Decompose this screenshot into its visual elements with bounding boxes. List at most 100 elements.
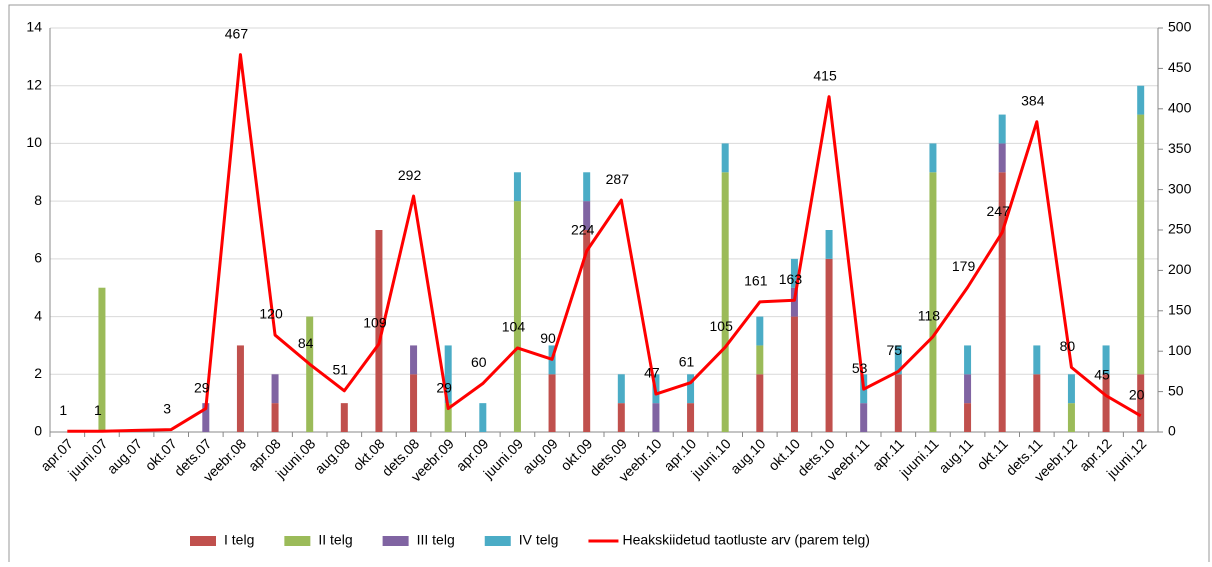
bar-segment: [964, 374, 972, 404]
y2-tick-label: 450: [1168, 59, 1192, 75]
data-label: 84: [298, 335, 314, 351]
bar-segment: [964, 403, 972, 432]
x-tick-label: aug.07: [104, 435, 146, 477]
legend-label: III telg: [417, 532, 455, 548]
bar-segment: [998, 172, 1006, 433]
legend-label: II telg: [318, 532, 352, 548]
data-label: 29: [436, 379, 452, 395]
data-label: 47: [644, 365, 660, 381]
y-tick-label: 6: [34, 250, 42, 266]
bar-segment: [756, 316, 764, 346]
y-tick-label: 8: [34, 192, 42, 208]
bar-segment: [756, 345, 764, 375]
y2-tick-label: 300: [1168, 180, 1192, 196]
bar-segment: [825, 258, 833, 432]
data-label: 51: [333, 361, 349, 377]
data-label: 247: [987, 203, 1011, 219]
legend-swatch: [382, 536, 409, 546]
y-tick-label: 12: [26, 76, 42, 92]
bar-segment: [236, 345, 244, 432]
bar-segment: [687, 403, 695, 432]
data-label: 61: [679, 353, 695, 369]
y-tick-label: 2: [34, 365, 42, 381]
x-tick-label: aug.09: [519, 435, 561, 477]
bar-segment: [687, 374, 695, 404]
data-label: 1: [94, 402, 102, 418]
bar-segment: [1033, 345, 1041, 375]
bar-segment: [444, 403, 452, 432]
data-label: 20: [1129, 387, 1145, 403]
x-tick-label: aug.08: [311, 435, 353, 477]
data-label: 384: [1021, 92, 1045, 108]
data-label: 161: [744, 273, 768, 289]
bar-segment: [998, 114, 1006, 144]
bar-segment: [964, 345, 972, 375]
bar-segment: [479, 403, 487, 432]
y2-tick-label: 50: [1168, 382, 1184, 398]
x-tick-label: aug.10: [727, 435, 769, 477]
bar-segment: [756, 374, 764, 432]
bar-segment: [617, 374, 625, 404]
bar-segment: [306, 316, 314, 432]
bar-segment: [790, 316, 798, 432]
bar-segment: [271, 403, 279, 432]
data-label: 287: [606, 171, 630, 187]
y2-tick-label: 250: [1168, 221, 1192, 237]
data-label: 29: [194, 379, 210, 395]
bar-segment: [340, 403, 348, 432]
bar-segment: [375, 230, 383, 432]
bar-segment: [202, 403, 210, 432]
data-label: 224: [571, 222, 595, 238]
y2-tick-label: 200: [1168, 261, 1192, 277]
bar-segment: [513, 201, 521, 432]
data-label: 75: [887, 342, 903, 358]
data-label: 292: [398, 167, 422, 183]
bar-segment: [583, 230, 591, 432]
bar-segment: [617, 403, 625, 432]
data-label: 53: [852, 360, 868, 376]
data-label: 105: [710, 318, 734, 334]
legend-label: IV telg: [519, 532, 559, 548]
bar-segment: [410, 345, 418, 375]
bar-segment: [410, 374, 418, 432]
y-tick-label: 10: [26, 134, 42, 150]
legend-swatch: [484, 536, 511, 546]
bar-segment: [1067, 374, 1075, 404]
y-tick-label: 14: [26, 19, 42, 35]
y-tick-label: 0: [34, 423, 42, 439]
y2-tick-label: 150: [1168, 302, 1192, 318]
bar-segment: [1067, 403, 1075, 432]
y2-tick-label: 400: [1168, 100, 1192, 116]
bar-segment: [894, 345, 902, 375]
bar-segment: [790, 287, 798, 317]
bar-segment: [1137, 85, 1145, 115]
data-label: 179: [952, 258, 976, 274]
bar-segment: [1137, 374, 1145, 432]
legend-swatch: [284, 536, 311, 546]
bar-segment: [1102, 345, 1110, 375]
bar-segment: [721, 172, 729, 433]
bar-segment: [583, 201, 591, 230]
legend-label: I telg: [224, 532, 254, 548]
data-label: 1: [59, 402, 67, 418]
bar-segment: [548, 374, 556, 432]
bar-segment: [1102, 374, 1110, 432]
legend-label: Heakskiidetud taotluste arv (parem telg): [622, 532, 869, 548]
data-label: 120: [259, 306, 283, 322]
bar-segment: [929, 172, 937, 433]
bar-segment: [1137, 114, 1145, 375]
bar-segment: [894, 374, 902, 432]
y-tick-label: 4: [34, 307, 42, 323]
bar-segment: [825, 230, 833, 259]
chart-border: [8, 4, 1210, 566]
data-label: 60: [471, 354, 487, 370]
y2-tick-label: 500: [1168, 19, 1192, 35]
bar-segment: [1033, 374, 1041, 432]
data-label: 3: [163, 400, 171, 416]
bar-segment: [652, 403, 660, 432]
data-label: 109: [363, 315, 387, 331]
x-tick-label: juuni.11: [896, 435, 942, 481]
x-tick-label: aug.11: [935, 435, 976, 476]
bar-segment: [583, 172, 591, 202]
